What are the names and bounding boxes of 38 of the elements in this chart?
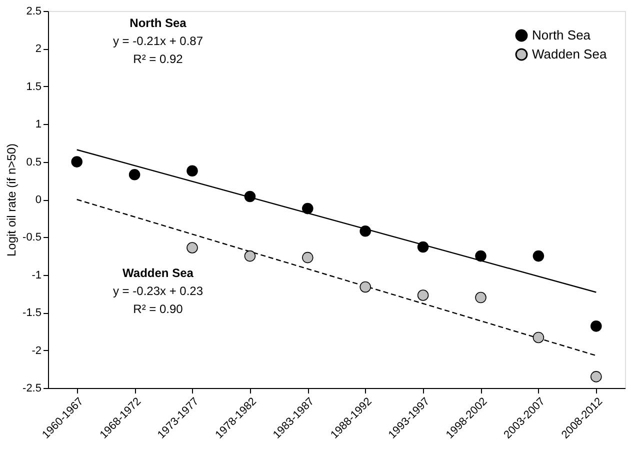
- y-tick-label: 1.5: [26, 80, 42, 93]
- y-tick-label: -1: [32, 269, 42, 282]
- y-tick-label: 1: [35, 118, 42, 131]
- annotation: R² = 0.92: [133, 52, 184, 66]
- annotation: R² = 0.90: [133, 302, 184, 316]
- point: [244, 250, 256, 262]
- y-tick-label: -2: [32, 344, 42, 357]
- point: [128, 168, 140, 180]
- point: [360, 281, 371, 293]
- annotation: North Sea: [130, 16, 187, 30]
- point: [71, 156, 82, 168]
- point: [302, 202, 314, 214]
- point: [417, 241, 429, 253]
- y-tick-label: 0: [35, 194, 42, 206]
- point: [475, 292, 486, 304]
- annotation: y = -0.21x + 0.87: [112, 34, 204, 48]
- point: [244, 190, 256, 202]
- annotation: Wadden Sea: [122, 266, 194, 280]
- y-tick-label: 2.5: [26, 6, 42, 18]
- point: [532, 332, 544, 344]
- annotation: y = -0.23x + 0.23: [112, 284, 204, 298]
- y-tick-label: -1.5: [22, 307, 42, 320]
- legend-label: North Sea: [532, 28, 592, 42]
- point: [186, 165, 198, 176]
- point: [302, 252, 314, 264]
- y-tick-label: -0.5: [22, 232, 42, 244]
- point: [532, 250, 544, 262]
- y-tick-label: 0.5: [26, 156, 42, 168]
- y-tick-label: -2.5: [22, 382, 42, 394]
- legend-label: Wadden Sea: [532, 46, 608, 62]
- y-tick-label: 2: [35, 43, 42, 56]
- point: [417, 290, 429, 301]
- point: [186, 242, 198, 254]
- point: [475, 250, 486, 262]
- point: [590, 320, 602, 332]
- point: [590, 371, 602, 382]
- y-axis-title: Logit oil rate (if n>50): [4, 143, 19, 257]
- point: [360, 226, 371, 237]
